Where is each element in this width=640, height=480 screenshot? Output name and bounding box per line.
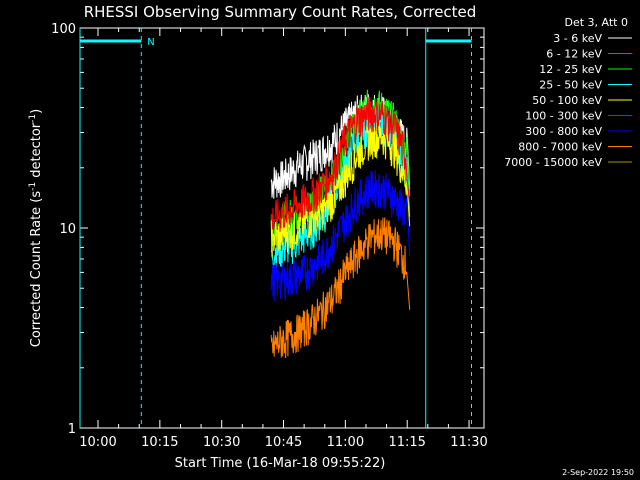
- legend-header: Det 3, Att 0: [565, 16, 629, 29]
- x-tick-label: 10:15: [141, 435, 178, 450]
- legend-entry-label: 7000 - 15000 keV: [504, 156, 602, 169]
- y-tick-label: 100: [51, 22, 76, 37]
- legend-entry-label: 25 - 50 keV: [539, 79, 602, 92]
- y-tick-label: 1: [68, 422, 76, 437]
- axis-ticks: 10:00 10:15 10:30 10:45 11:00 11:15 11:30 1 10 10…: [51, 22, 488, 450]
- series-lines: [270, 89, 411, 359]
- legend-entry-label: 12 - 25 keV: [539, 63, 602, 76]
- night-marker: N: [147, 37, 154, 48]
- attenuator-markers: N: [79, 28, 473, 428]
- legend-entry-label: 3 - 6 keV: [553, 32, 602, 45]
- x-tick-label: 10:30: [203, 435, 240, 450]
- x-tick-label: 11:15: [388, 435, 425, 450]
- y-tick-label: 10: [59, 222, 76, 237]
- chart-title: RHESSI Observing Summary Count Rates, Co…: [84, 3, 477, 21]
- legend-entry-label: 800 - 7000 keV: [518, 141, 602, 154]
- legend-entry-label: 100 - 300 keV: [525, 110, 602, 123]
- legend-entry-label: 50 - 100 keV: [532, 94, 602, 107]
- series-line: [270, 121, 411, 258]
- x-tick-label: 10:00: [79, 435, 116, 450]
- x-tick-label: 11:00: [327, 435, 364, 450]
- series-line: [270, 217, 411, 359]
- y-axis-label: Corrected Count Rate (s-1 detector-1): [28, 109, 44, 347]
- x-tick-label: 10:45: [265, 435, 302, 450]
- series-line: [270, 170, 411, 302]
- series-line: [270, 96, 411, 234]
- legend-entry-label: 300 - 800 keV: [525, 125, 602, 138]
- x-axis-label: Start Time (16-Mar-18 09:55:22): [175, 456, 386, 471]
- footer-date: 2-Sep-2022 19:50: [562, 468, 634, 477]
- legend-entry-label: 6 - 12 keV: [546, 48, 602, 61]
- x-tick-label: 11:30: [450, 435, 487, 450]
- legend: Det 3, Att 0 3 - 6 keV 6 - 12 keV 12 - 25 …: [504, 16, 632, 169]
